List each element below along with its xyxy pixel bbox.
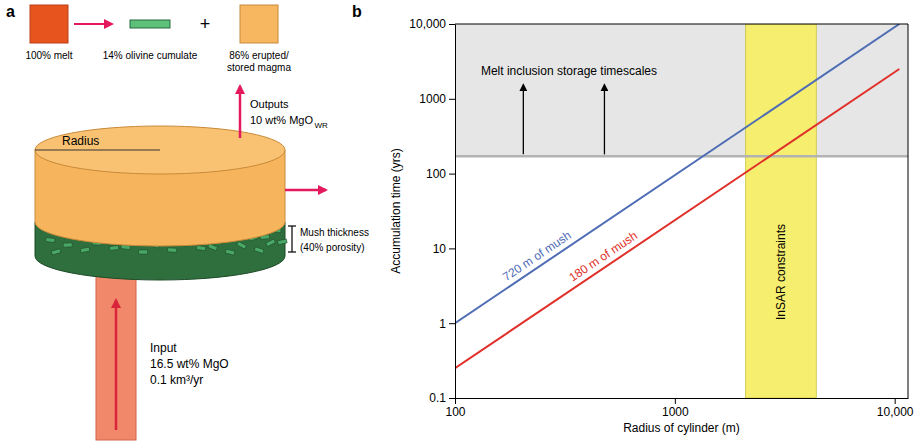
bracket-line bbox=[291, 226, 292, 252]
arrow bbox=[285, 189, 326, 192]
y-tick-label: 1000 bbox=[419, 92, 446, 106]
y-tick-mark bbox=[449, 323, 455, 324]
crystal bbox=[80, 247, 90, 253]
crystal bbox=[254, 247, 264, 254]
crystal bbox=[109, 245, 118, 250]
y-tick-mark bbox=[449, 248, 455, 249]
arrow bbox=[239, 86, 242, 138]
panel-label: a bbox=[6, 3, 15, 20]
mush-label: Mush thickness bbox=[300, 227, 369, 238]
x-tick: 1000 bbox=[662, 398, 689, 419]
x-tick-mark bbox=[455, 398, 456, 404]
y-tick-mark bbox=[449, 174, 455, 175]
bracket-line bbox=[288, 225, 296, 226]
mush-porosity: (40% porosity) bbox=[300, 242, 364, 253]
y-tick-label: 1 bbox=[439, 317, 446, 331]
panel-a: a +100% melt 14% olivine cumulate 86% erupt… bbox=[6, 3, 369, 440]
y-tick: 10 bbox=[433, 242, 455, 256]
y-tick: 100 bbox=[426, 167, 455, 181]
panel-label: b bbox=[352, 3, 362, 20]
plot-area bbox=[455, 24, 908, 398]
y-tick: 0.1 bbox=[429, 391, 455, 405]
melt-square bbox=[30, 5, 68, 43]
series-label: 180 m of mush bbox=[566, 228, 640, 284]
series-label: 720 m of mush bbox=[500, 228, 574, 284]
y-axis-title: Accumulation time (yrs) bbox=[389, 148, 403, 273]
x-tick-mark bbox=[895, 398, 896, 404]
x-axis-line bbox=[456, 398, 909, 399]
storage-threshold-line bbox=[455, 155, 908, 158]
crystal bbox=[237, 241, 247, 249]
y-axis: 0.1 1 10 100 1000 10,000 bbox=[409, 17, 455, 405]
y-tick-mark bbox=[449, 24, 455, 25]
x-tick-mark bbox=[675, 398, 676, 404]
crystal bbox=[225, 249, 235, 255]
y-tick-label: 10 bbox=[433, 242, 447, 256]
crystal bbox=[139, 250, 148, 254]
magma-square bbox=[240, 5, 278, 43]
y-axis-line bbox=[455, 25, 456, 399]
magma-top bbox=[35, 126, 285, 174]
crystal bbox=[208, 244, 218, 251]
x-tick: 100 bbox=[445, 398, 465, 419]
insar-annotation: InSAR constraints bbox=[774, 224, 788, 320]
crystal bbox=[46, 238, 55, 243]
panel-b: b 100 1000 10,000 0.1 1 10 100 1000 10,000 Radius … bbox=[352, 3, 914, 435]
figure: a +100% melt 14% olivine cumulate 86% erupt… bbox=[0, 0, 924, 443]
x-axis-title: Radius of cylinder (m) bbox=[623, 421, 740, 435]
arrow bbox=[604, 85, 605, 155]
storage-annotation: Melt inclusion storage timescales bbox=[481, 64, 657, 78]
storage-region bbox=[455, 24, 908, 156]
outputs-label: Outputs bbox=[250, 98, 289, 110]
crystal bbox=[63, 243, 72, 247]
y-tick-label: 10,000 bbox=[409, 17, 446, 31]
cumulate-bar bbox=[130, 20, 170, 28]
bracket-line bbox=[288, 251, 296, 252]
y-tick: 1 bbox=[439, 317, 455, 331]
arrow bbox=[523, 85, 524, 155]
input-flux: 0.1 km³/yr bbox=[150, 373, 203, 387]
cumulate-label: 14% olivine cumulate bbox=[103, 50, 198, 61]
x-tick: 10,000 bbox=[877, 398, 914, 419]
insar-band bbox=[746, 24, 817, 398]
series-line bbox=[455, 24, 899, 323]
y-tick: 10,000 bbox=[409, 17, 455, 31]
crystal bbox=[51, 249, 61, 255]
y-tick-label: 0.1 bbox=[429, 391, 446, 405]
y-tick-mark bbox=[449, 99, 455, 100]
frame-top bbox=[455, 24, 908, 25]
crystal bbox=[167, 248, 176, 253]
crystal bbox=[266, 239, 276, 247]
arrow bbox=[74, 23, 112, 25]
x-tick-label: 100 bbox=[445, 405, 465, 419]
series-line bbox=[455, 69, 899, 368]
crystal bbox=[277, 239, 287, 245]
input-label: Input bbox=[150, 341, 177, 355]
mush-bracket bbox=[288, 226, 296, 252]
magma-label: 86% erupted/ bbox=[229, 50, 289, 61]
radius-label: Radius bbox=[62, 134, 99, 148]
magma-label: stored magma bbox=[227, 62, 291, 73]
outputs-subscript: WR bbox=[314, 121, 328, 130]
frame-right bbox=[908, 24, 909, 398]
arrow bbox=[115, 300, 118, 430]
input-mgo: 16.5 wt% MgO bbox=[150, 357, 229, 371]
y-tick-mark bbox=[449, 398, 455, 399]
outputs-value: 10 wt% MgO bbox=[250, 114, 313, 126]
radius-line bbox=[35, 149, 160, 150]
y-tick: 1000 bbox=[419, 92, 455, 106]
x-axis: 100 1000 10,000 bbox=[445, 398, 913, 419]
melt-label: 100% melt bbox=[25, 50, 72, 61]
x-tick-label: 10,000 bbox=[877, 405, 914, 419]
x-tick-label: 1000 bbox=[662, 405, 689, 419]
operator: + bbox=[200, 14, 211, 34]
y-tick-label: 100 bbox=[426, 167, 446, 181]
crystal bbox=[196, 245, 206, 250]
